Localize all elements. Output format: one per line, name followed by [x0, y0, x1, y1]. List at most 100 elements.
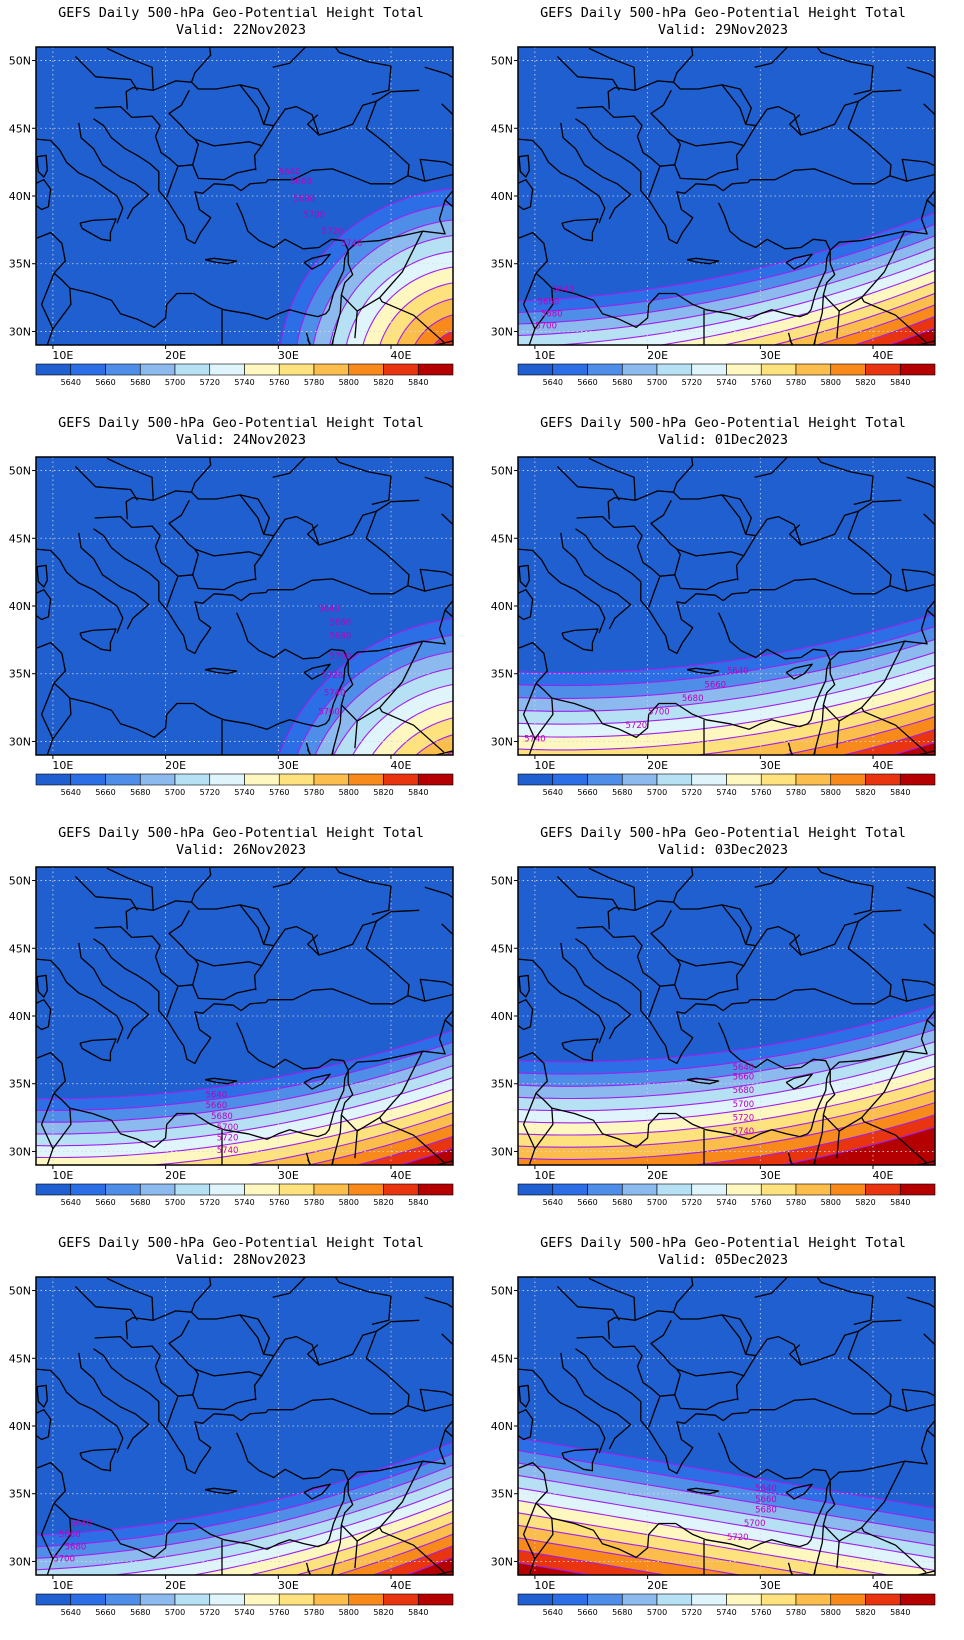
coastline	[718, 1432, 831, 1481]
coastline	[36, 138, 124, 224]
coastline	[672, 457, 694, 493]
colorbar-label: 5740	[716, 1608, 736, 1617]
coastline	[561, 1038, 599, 1062]
colorbar-swatch	[278, 363, 315, 376]
map-canvas: 56405660568057005720574050N45N40N35N30N1…	[9, 866, 454, 1207]
lat-label: 40N	[9, 1420, 31, 1433]
panel-valid-date: Valid: 24Nov2023	[175, 432, 307, 448]
map-panel: GEFS Daily 500-hPa Geo-Potential Height …	[0, 820, 482, 1230]
contour-line	[518, 235, 935, 325]
panel-title: GEFS Daily 500-hPa Geo-Potential Height …	[540, 415, 906, 431]
coastline	[347, 568, 453, 661]
coastline	[272, 47, 307, 68]
colorbar-swatch	[656, 363, 693, 376]
colorbar-label: 5680	[612, 1608, 632, 1617]
colorbar-swatch	[244, 1593, 280, 1606]
coastline	[650, 499, 678, 550]
coastline	[949, 122, 964, 218]
coastline	[379, 1117, 445, 1163]
map-panel: GEFS Daily 500-hPa Geo-Potential Height …	[482, 820, 964, 1230]
contour-line	[333, 667, 453, 755]
coastline	[36, 564, 48, 588]
coastline	[94, 1335, 179, 1428]
contour-line	[518, 638, 935, 699]
coastline	[407, 173, 453, 182]
colorbar-swatch	[417, 1183, 454, 1196]
lat-label: 45N	[9, 532, 31, 545]
coastline	[672, 1277, 694, 1313]
coastline	[816, 867, 874, 916]
colorbar-label: 5800	[821, 788, 841, 797]
coastline	[354, 721, 358, 749]
colorbar-label: 5820	[373, 1198, 393, 1207]
coastline	[560, 1352, 632, 1450]
colorbar-swatch	[587, 363, 623, 376]
colorbar-label: 5840	[890, 1608, 910, 1617]
coastline	[816, 1277, 874, 1326]
coastline	[379, 1527, 445, 1573]
colorbar-swatch	[726, 1183, 762, 1196]
coastline	[560, 532, 632, 630]
coastline	[93, 528, 269, 655]
colorbar-label: 5660	[577, 1608, 597, 1617]
lat-label: 35N	[491, 668, 513, 681]
colorbar-label: 5760	[751, 1608, 771, 1617]
colorbar-swatch	[795, 773, 832, 786]
coastline	[125, 80, 270, 125]
lat-label: 45N	[491, 532, 513, 545]
coastline	[192, 1368, 263, 1395]
panel-valid-date: Valid: 05Dec2023	[657, 1252, 789, 1268]
coastline	[836, 311, 840, 339]
colorbar-swatch	[70, 363, 106, 376]
lon-label: 20E	[165, 1169, 186, 1182]
coastline	[721, 494, 756, 537]
coastline	[718, 1022, 831, 1071]
colorbar-swatch	[35, 1593, 72, 1606]
coastline	[204, 1077, 238, 1085]
coastline	[40, 1092, 55, 1165]
lon-label: 10E	[52, 759, 73, 772]
contour-line	[433, 330, 453, 345]
panel-title: GEFS Daily 500-hPa Geo-Potential Height …	[540, 5, 906, 21]
contour-line	[278, 618, 453, 755]
contour-label: 5640	[279, 167, 301, 177]
coastline	[204, 257, 238, 265]
colorbar-label: 5780	[304, 1198, 324, 1207]
colorbar-swatch	[865, 773, 901, 786]
coastline	[518, 231, 831, 329]
coastline	[861, 1527, 927, 1573]
contour-line	[36, 1088, 453, 1159]
colorbar-label: 5800	[339, 788, 359, 797]
contour-line	[415, 734, 453, 755]
coastline	[78, 1352, 150, 1450]
coastline	[575, 118, 751, 245]
lat-label: 50N	[491, 875, 513, 888]
coastline	[347, 978, 453, 1071]
colorbar-swatch	[517, 773, 554, 786]
coastline	[518, 138, 606, 224]
colorbar-label: 5780	[786, 1198, 806, 1207]
colorbar-label: 5760	[269, 1198, 289, 1207]
panel-title: GEFS Daily 500-hPa Geo-Potential Height …	[540, 1235, 906, 1251]
lon-label: 10E	[52, 349, 73, 362]
colorbar-swatch	[313, 773, 350, 786]
colorbar-label: 5840	[408, 788, 428, 797]
contour-line	[314, 650, 453, 755]
colorbar-swatch	[621, 773, 658, 786]
coastline	[518, 1051, 831, 1149]
coastline	[303, 1483, 331, 1500]
coastline	[829, 1388, 935, 1481]
coastline	[522, 272, 537, 345]
colorbar-label: 5640	[543, 1198, 563, 1207]
colorbar-swatch	[760, 1183, 797, 1196]
contour-line	[518, 1041, 935, 1100]
colorbar-label: 5800	[339, 1198, 359, 1207]
colorbar-label: 5720	[200, 1198, 220, 1207]
panel-valid-date: Valid: 22Nov2023	[175, 22, 307, 38]
coastline	[125, 900, 270, 945]
contour-label: 5680	[329, 632, 351, 642]
colorbar-swatch	[348, 1593, 384, 1606]
coastline	[518, 1384, 530, 1408]
contour-line	[296, 203, 453, 345]
contour-label: 5680	[293, 194, 315, 204]
